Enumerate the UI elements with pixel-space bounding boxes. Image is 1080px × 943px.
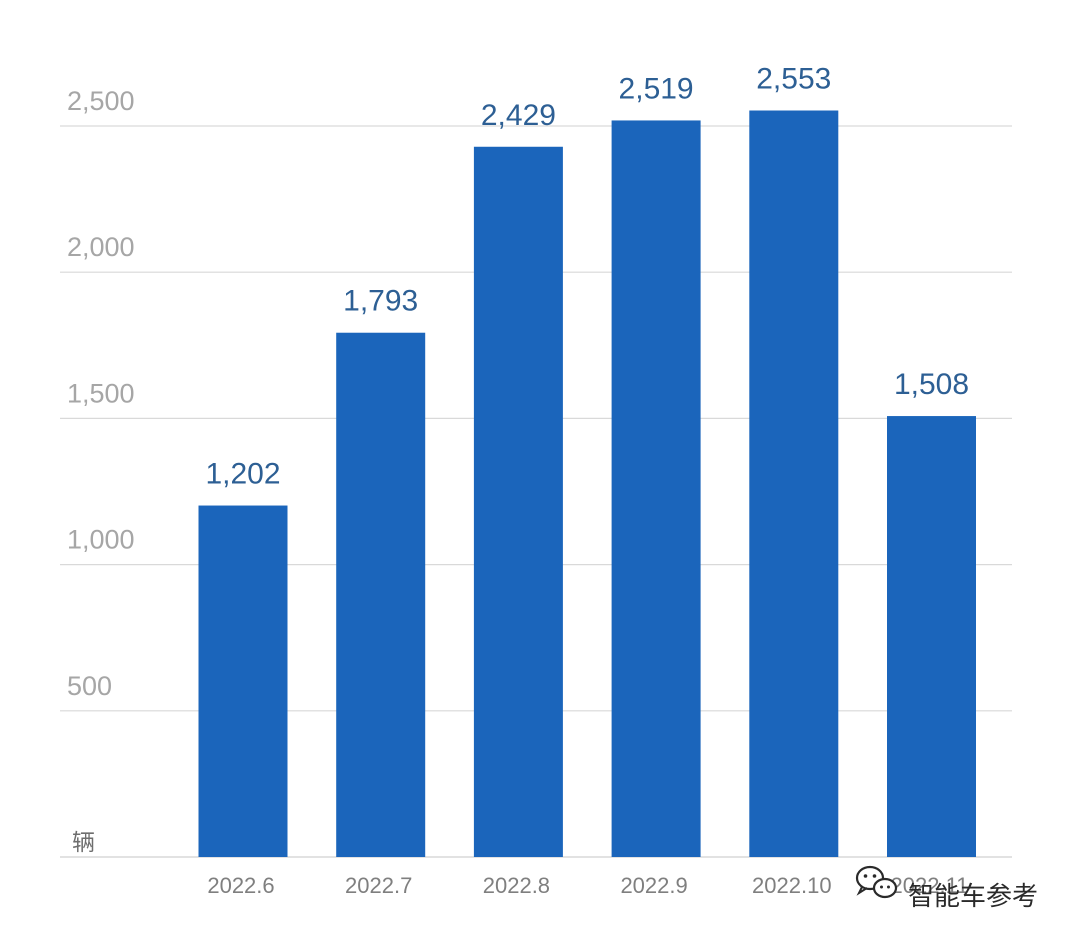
y-tick-label: 1,500: [67, 378, 135, 408]
data-label: 1,202: [205, 458, 280, 491]
bar: [336, 332, 426, 857]
y-tick-label: 2,000: [67, 232, 135, 262]
bars: [198, 110, 976, 858]
x-category-label: 2022.6: [207, 873, 274, 898]
data-labels: 1,202 1,793 2,429 2,519 2,553 1,508: [205, 63, 969, 491]
data-label: 2,553: [756, 63, 831, 96]
bar: [887, 416, 976, 857]
x-category-label: 2022.10: [752, 873, 832, 898]
bar: [473, 146, 563, 858]
y-tick-label: 500: [67, 671, 112, 701]
data-label: 1,508: [894, 368, 969, 401]
wechat-icon: [855, 865, 898, 899]
y-tick-label: 1,000: [67, 525, 135, 555]
y-tick-label: 2,500: [67, 86, 135, 116]
bar: [749, 110, 839, 857]
watermark: 智能车参考: [855, 865, 1038, 912]
x-category-label: 2022.7: [345, 873, 412, 898]
data-label: 2,429: [481, 99, 556, 132]
x-axis-category-labels: 2022.6 2022.7 2022.8 2022.9 2022.10 2022.11: [207, 873, 968, 898]
x-category-label: 2022.9: [620, 873, 687, 898]
watermark-text: 智能车参考: [908, 882, 1038, 912]
bar: [611, 120, 701, 857]
x-category-label: 2022.8: [483, 873, 550, 898]
x-category-label: 2022.11: [891, 873, 969, 898]
data-label: 2,519: [619, 72, 694, 105]
unit-label: 辆: [72, 830, 95, 856]
data-label: 1,793: [343, 285, 418, 318]
y-axis-tick-labels: 500 1,000 1,500 2,000 2,500: [67, 86, 135, 701]
bar: [198, 505, 288, 857]
